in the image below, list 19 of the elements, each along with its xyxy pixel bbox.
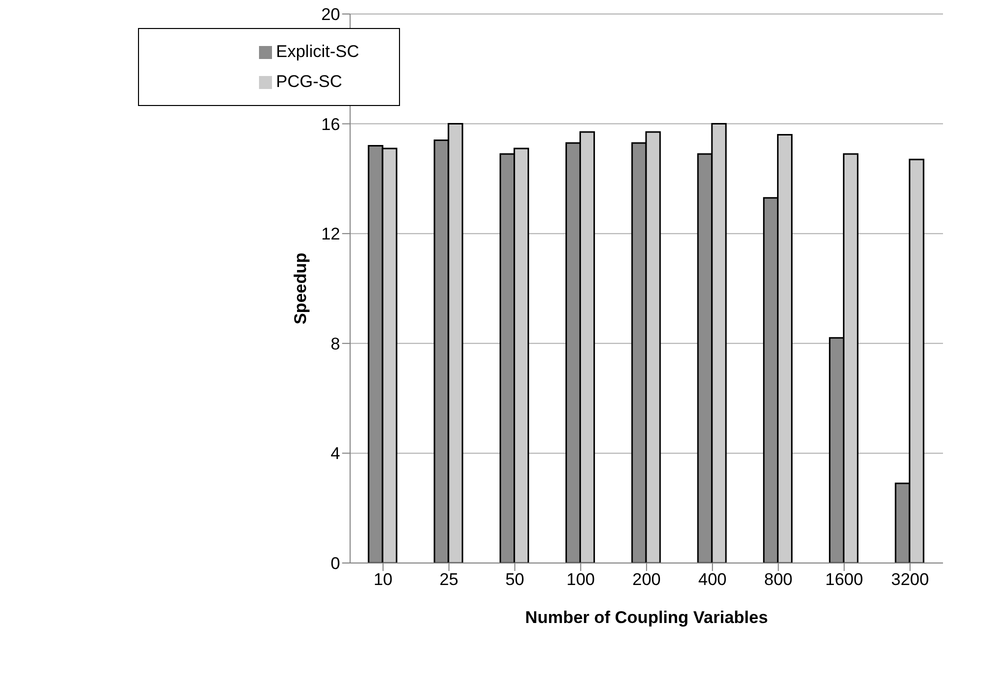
y-tick-label: 16 [321,114,340,134]
y-tick-label: 4 [330,444,340,464]
x-tick-label: 10 [374,570,393,590]
x-tick-label: 25 [439,570,458,590]
x-tick-label: 800 [764,570,792,590]
y-tick-label: 0 [330,554,340,574]
y-tick-label: 20 [321,5,340,24]
legend-label: PCG-SC [276,72,342,91]
x-tick-label: 400 [698,570,727,590]
y-tick-label: 8 [330,334,340,354]
x-tick-label: 200 [632,570,661,590]
x-tick-label: 100 [566,570,595,590]
x-tick-label: 50 [505,570,524,590]
y-tick-label: 12 [321,224,340,244]
y-axis-title: Speedup [291,252,310,324]
legend-label: Explicit-SC [276,42,360,61]
x-tick-label: 3200 [891,570,929,590]
x-axis-title: Number of Coupling Variables [525,608,768,627]
x-tick-label: 1600 [825,570,864,590]
